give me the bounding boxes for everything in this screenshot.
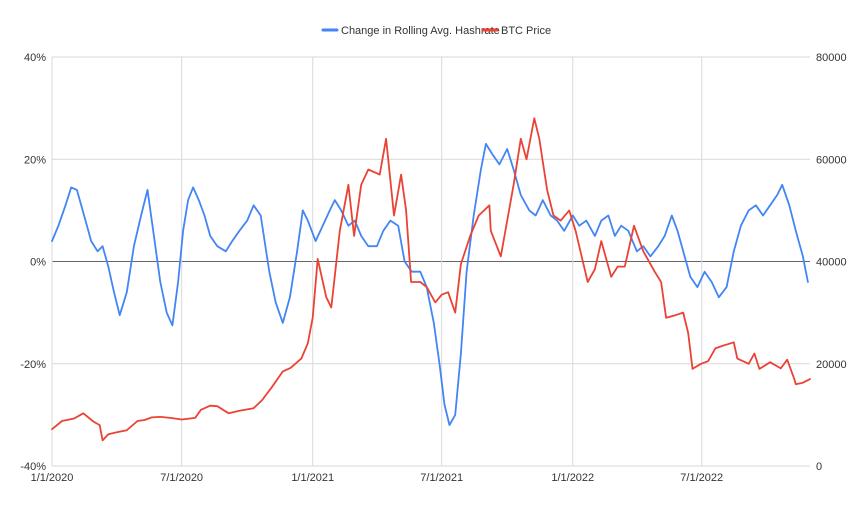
y-left-tick-label: -40% — [20, 461, 46, 473]
x-tick-label: 7/1/2020 — [160, 472, 203, 484]
y-right-tick-label: 80000 — [816, 52, 847, 64]
y-right-tick-label: 20000 — [816, 359, 847, 371]
grid — [51, 56, 810, 467]
tick-labels: 40% 20% 0% -20% -40% 80000 60000 40000 20000 0 1/1… — [20, 52, 846, 484]
legend: Change in Rolling Avg. Hashrate BTC Pric… — [321, 25, 551, 37]
x-tick-label: 1/1/2021 — [291, 472, 334, 484]
y-right-tick-label: 40000 — [816, 257, 847, 269]
x-tick-label: 1/1/2022 — [551, 472, 594, 484]
series-line-btc-price — [51, 117, 811, 442]
y-left-tick-label: 40% — [24, 52, 46, 64]
x-tick-label: 7/1/2021 — [420, 472, 463, 484]
x-tick-label: 7/1/2022 — [680, 472, 723, 484]
legend-label-btc-price: BTC Price — [501, 25, 551, 37]
y-right-tick-label: 60000 — [816, 154, 847, 166]
y-right-tick-label: 0 — [816, 461, 822, 473]
x-tick-label: 1/1/2020 — [31, 472, 74, 484]
y-left-tick-label: 0% — [30, 257, 46, 269]
y-left-tick-label: 20% — [24, 154, 46, 166]
series — [51, 117, 811, 442]
legend-label-hashrate: Change in Rolling Avg. Hashrate — [341, 25, 500, 37]
series-line-hashrate — [51, 143, 809, 426]
y-left-tick-label: -20% — [20, 359, 46, 371]
